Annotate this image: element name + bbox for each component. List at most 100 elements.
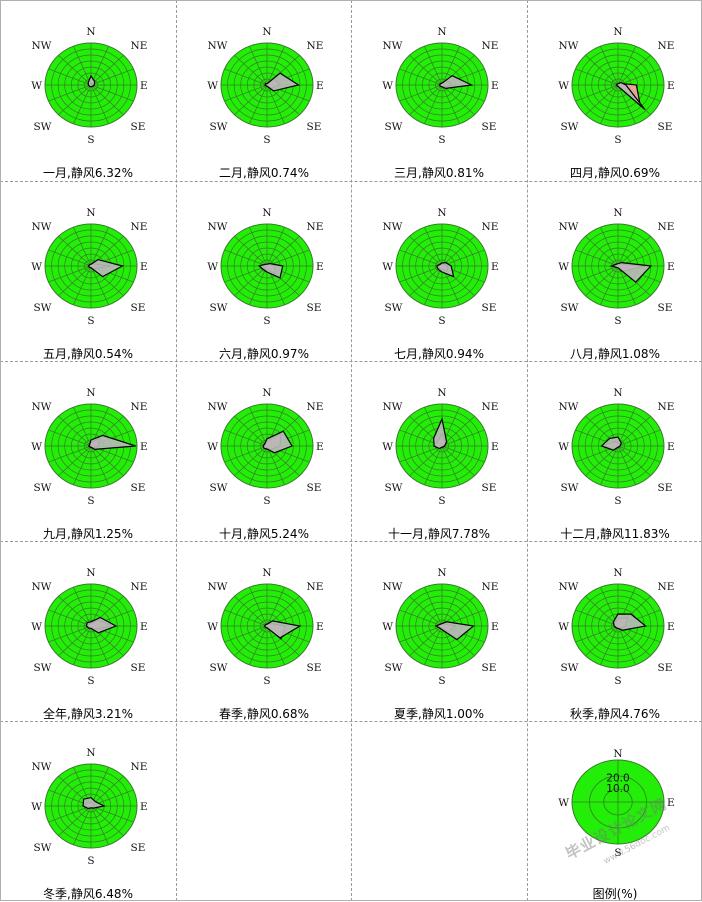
wind-rose-svg: N NE E SE S SW W NW	[382, 567, 499, 687]
rose-spoke	[441, 445, 485, 463]
wind-rose-chart: N NE E SE S SW W NW 春季,静风0.68%	[176, 541, 352, 721]
grid-divider-vertical	[351, 0, 352, 901]
direction-label-ne: NE	[658, 221, 675, 233]
wind-rose-chart: N NE E SE S SW W NW 五月,静风0.54%	[0, 181, 176, 361]
rose-spoke	[424, 587, 443, 627]
rose-spoke	[424, 265, 443, 305]
rose-spoke	[575, 609, 619, 627]
direction-label-e: E	[491, 621, 499, 633]
chart-caption: 冬季,静风6.48%	[43, 887, 133, 901]
rose-spoke	[617, 46, 636, 86]
rose-spoke	[48, 249, 92, 267]
rose-spoke	[90, 46, 109, 86]
direction-label-se: SE	[307, 482, 322, 494]
rose-spoke	[234, 55, 268, 86]
rose-spoke	[90, 445, 124, 476]
rose-spoke	[600, 46, 619, 86]
rose-spoke	[585, 445, 619, 476]
legend-direction-n: N	[613, 748, 622, 760]
rose-spoke	[73, 587, 92, 627]
direction-label-nw: NW	[31, 581, 51, 593]
rose-spoke	[90, 445, 109, 485]
rose-series-polygon-2	[263, 620, 302, 639]
direction-label-ne: NE	[307, 40, 324, 52]
direction-label-se: SE	[482, 302, 497, 314]
direction-label-nw: NW	[31, 761, 51, 773]
direction-label-nw: NW	[558, 221, 578, 233]
rose-spoke	[266, 249, 310, 267]
wind-rose-svg: N NE E SE S SW W NW	[31, 26, 148, 146]
direction-label-sw: SW	[33, 662, 51, 674]
rose-spoke	[424, 227, 443, 267]
direction-label-sw: SW	[33, 121, 51, 133]
legend-ring-label: 10.0	[606, 783, 629, 795]
direction-label-ne: NE	[131, 221, 148, 233]
rose-spoke	[399, 68, 443, 86]
legend-direction-e: E	[667, 797, 675, 809]
rose-spoke	[617, 625, 651, 656]
direction-label-se: SE	[131, 842, 146, 854]
rose-spoke	[249, 587, 268, 627]
direction-label-n: N	[613, 207, 622, 219]
direction-label-e: E	[140, 801, 148, 813]
rose-spoke	[224, 609, 268, 627]
rose-spoke	[409, 84, 443, 115]
rose-spoke	[48, 625, 92, 643]
rose-spoke	[90, 227, 109, 267]
direction-label-n: N	[262, 567, 271, 579]
direction-label-n: N	[613, 387, 622, 399]
rose-spoke	[441, 625, 460, 665]
direction-label-se: SE	[307, 121, 322, 133]
rose-spoke	[90, 55, 124, 86]
direction-label-e: E	[316, 441, 324, 453]
rose-series-polygon-2	[609, 261, 653, 283]
chart-caption: 春季,静风0.68%	[219, 707, 309, 721]
direction-label-sw: SW	[560, 662, 578, 674]
rose-spoke	[234, 625, 268, 656]
wind-rose-chart: N NE E SE S SW W NW 秋季,静风4.76%	[527, 541, 702, 721]
legend-panel: N E S W 20.0 10.0 图例(%)	[527, 721, 702, 901]
rose-spoke	[90, 587, 109, 627]
direction-label-s: S	[614, 134, 621, 146]
rose-spoke	[399, 625, 443, 643]
direction-label-nw: NW	[382, 401, 402, 413]
chart-caption: 六月,静风0.97%	[219, 347, 309, 361]
rose-spoke	[58, 265, 92, 296]
direction-label-w: W	[382, 261, 393, 273]
wind-rose-chart: N NE E SE S SW W NW 全年,静风3.21%	[0, 541, 176, 721]
rose-spoke	[234, 236, 268, 267]
rose-spoke	[249, 46, 268, 86]
direction-label-nw: NW	[558, 581, 578, 593]
rose-spoke	[585, 625, 619, 656]
direction-label-e: E	[140, 261, 148, 273]
rose-spoke	[409, 625, 443, 656]
rose-spoke	[90, 625, 109, 665]
direction-label-nw: NW	[207, 401, 227, 413]
chart-caption: 五月,静风0.54%	[43, 347, 133, 361]
direction-label-e: E	[140, 80, 148, 92]
direction-label-se: SE	[658, 121, 673, 133]
rose-spoke	[585, 84, 619, 115]
chart-caption: 九月,静风1.25%	[43, 527, 133, 541]
direction-label-s: S	[87, 134, 94, 146]
direction-label-s: S	[87, 855, 94, 867]
direction-label-e: E	[316, 80, 324, 92]
rose-spoke	[441, 46, 460, 86]
rose-spoke	[73, 84, 92, 124]
direction-label-nw: NW	[382, 221, 402, 233]
rose-spoke	[441, 416, 475, 447]
grid-divider-horizontal	[0, 721, 702, 722]
direction-label-nw: NW	[558, 40, 578, 52]
rose-spoke	[617, 429, 661, 447]
direction-label-nw: NW	[382, 581, 402, 593]
rose-spoke	[48, 445, 92, 463]
direction-label-w: W	[382, 441, 393, 453]
grid-divider-horizontal	[0, 541, 702, 542]
rose-spoke	[441, 84, 475, 115]
direction-label-n: N	[86, 567, 95, 579]
direction-label-w: W	[207, 261, 218, 273]
rose-spoke	[90, 84, 124, 115]
direction-label-s: S	[87, 315, 94, 327]
direction-label-w: W	[558, 441, 569, 453]
direction-label-se: SE	[658, 302, 673, 314]
